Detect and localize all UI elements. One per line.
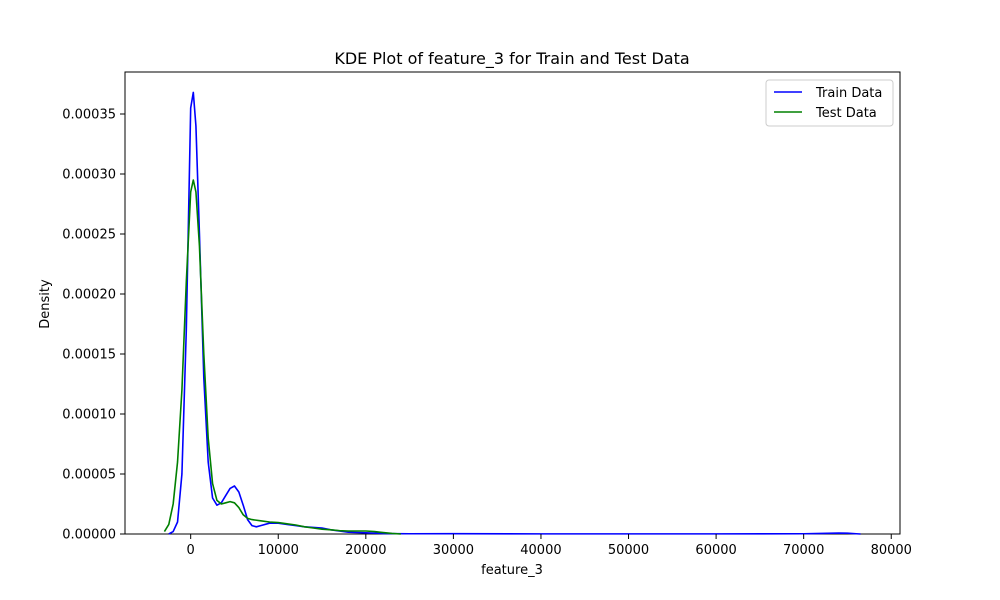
x-axis: 0 10000 20000 30000 40000 50000 60000 70000 8000… bbox=[187, 534, 912, 558]
y-tick-label: 0.00010 bbox=[62, 408, 116, 423]
y-tick-label: 0.00025 bbox=[62, 228, 116, 243]
x-tick-label: 0 bbox=[187, 543, 195, 558]
x-tick-label: 60000 bbox=[695, 543, 736, 558]
y-tick-label: 0.00005 bbox=[62, 468, 116, 483]
x-tick-label: 10000 bbox=[258, 543, 299, 558]
y-tick-label: 0.00020 bbox=[62, 288, 116, 303]
x-tick-label: 40000 bbox=[520, 543, 561, 558]
y-tick-label: 0.00035 bbox=[62, 108, 116, 123]
x-tick-label: 50000 bbox=[608, 543, 649, 558]
y-tick-label: 0.00015 bbox=[62, 348, 116, 363]
x-tick-label: 20000 bbox=[345, 543, 386, 558]
y-axis: 0.00000 0.00005 0.00010 0.00015 0.00020 0.000… bbox=[62, 108, 125, 543]
legend: Train Data Test Data bbox=[765, 79, 894, 127]
legend-label-0: Train Data bbox=[815, 86, 882, 101]
y-tick-label: 0.00030 bbox=[62, 168, 116, 183]
chart-title: KDE Plot of feature_3 for Train and Test… bbox=[334, 49, 689, 69]
x-tick-label: 80000 bbox=[871, 543, 912, 558]
y-tick-label: 0.00000 bbox=[62, 528, 116, 543]
legend-label-1: Test Data bbox=[815, 106, 877, 121]
x-tick-label: 30000 bbox=[433, 543, 474, 558]
y-axis-label: Density bbox=[38, 279, 53, 329]
plot-area bbox=[124, 71, 901, 535]
x-axis-label: feature_3 bbox=[481, 563, 543, 578]
x-tick-label: 70000 bbox=[783, 543, 824, 558]
series-line-1 bbox=[163, 179, 401, 535]
series-line-0 bbox=[168, 91, 861, 535]
series-layer bbox=[163, 91, 861, 535]
plot-frame bbox=[124, 71, 901, 535]
